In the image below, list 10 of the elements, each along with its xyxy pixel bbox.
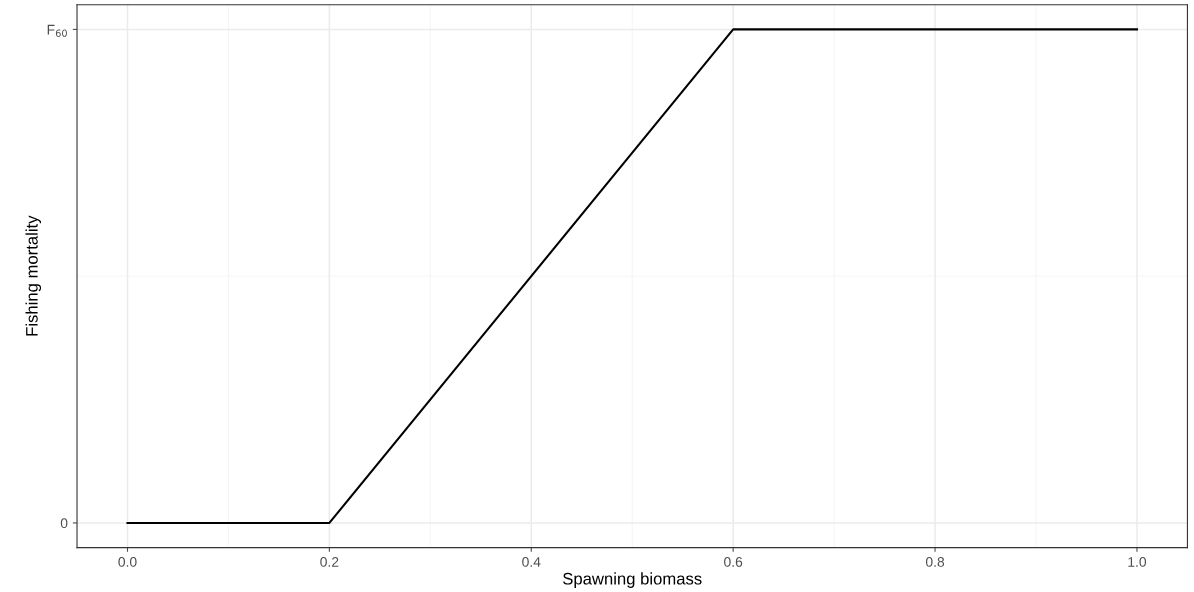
x-tick-label: 0.0 — [118, 556, 137, 567]
x-axis-title: Spawning biomass — [563, 572, 702, 588]
x-tick-label: 1.0 — [1128, 556, 1147, 567]
x-tick-label: 0.6 — [724, 556, 743, 567]
y-axis-title: Fishing mortality — [25, 215, 42, 336]
text: F$_{60}$ — [47, 24, 67, 37]
x-tick-label: 0.2 — [320, 556, 339, 567]
text: 0 — [60, 518, 68, 529]
x-tick-label: 0.4 — [522, 556, 541, 567]
x-tick-label: 0.8 — [925, 556, 945, 567]
